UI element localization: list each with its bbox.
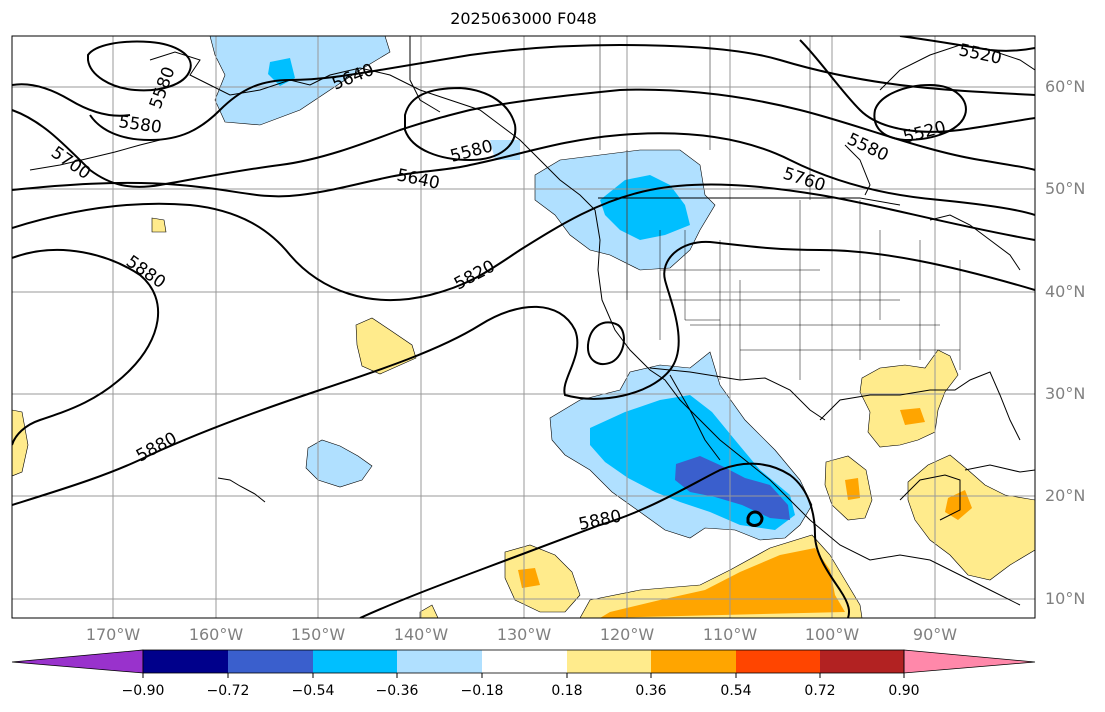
- lon-tick-label: 120°W: [599, 625, 655, 644]
- colorbar-bin: [397, 650, 482, 673]
- contour-5760: [12, 132, 1035, 216]
- lat-tick-label: 20°N: [1045, 486, 1086, 505]
- ak-border: [409, 36, 441, 113]
- colorbar-bin: [313, 650, 397, 673]
- great-lakes: [929, 214, 1021, 271]
- map-title: 2025063000 F048: [450, 9, 597, 28]
- caribbean-yellow-region: [907, 454, 1035, 581]
- height-contours: [12, 36, 1035, 618]
- dateline-yellow-patch: [12, 409, 29, 477]
- colorbar-tick-label: 0.36: [635, 683, 667, 699]
- map-frame: [11, 35, 1036, 619]
- gulf-yellow-region: [859, 349, 959, 448]
- epac-orange-south: [600, 548, 845, 618]
- coastlines: [29, 36, 1035, 606]
- colorbar-tick-label: 0.18: [551, 683, 583, 699]
- contour-5520-east: [873, 83, 967, 142]
- lon-tick-label: 130°W: [496, 625, 552, 644]
- colorbar-bin: [567, 650, 651, 673]
- small-yellow-bottom: [419, 604, 439, 618]
- colorbar-tick-label: −0.18: [460, 683, 504, 699]
- contour-5640: [89, 43, 1035, 142]
- caribbean-orange-core: [945, 490, 972, 520]
- lat-tick-label: 10°N: [1045, 589, 1086, 608]
- contour-5700: [12, 88, 1035, 188]
- small-yellow-patch: [151, 217, 167, 233]
- colorbar-extend-high: [903, 649, 1036, 674]
- lon-tick-label: 100°W: [804, 625, 860, 644]
- alaska-coast: [149, 51, 596, 211]
- colorbar-bin: [482, 650, 567, 673]
- lat-tick-label: 30°N: [1045, 384, 1086, 403]
- alaska-blue-core: [268, 58, 295, 86]
- contour-5520-ne: [899, 36, 1035, 52]
- contour-low-ca: [586, 321, 625, 365]
- yucatan: [899, 474, 961, 521]
- colorbar-tick-label: 0.54: [720, 683, 752, 699]
- contour-5820: [12, 183, 1035, 302]
- colorbar-bin: [651, 650, 736, 673]
- contour-5580-west: [12, 83, 131, 117]
- lon-tick-label: 90°W: [912, 625, 958, 644]
- baja: [669, 374, 721, 461]
- pnw-blue-core: [600, 175, 690, 240]
- lon-tick-label: 140°W: [393, 625, 449, 644]
- positive-anomaly-fill: [12, 217, 1035, 618]
- contour-5880-mid: [12, 240, 1035, 506]
- lat-tick-label: 60°N: [1045, 77, 1086, 96]
- central-america: [809, 519, 1021, 606]
- colorbar-bin: [228, 650, 313, 673]
- colorbar-tick-label: −0.90: [121, 683, 165, 699]
- mexico-blue-strong: [675, 456, 790, 520]
- hawaii: [217, 477, 266, 503]
- contour-5580-low: [404, 86, 517, 162]
- lat-tick-label: 40°N: [1045, 282, 1086, 301]
- colorbar-bin: [736, 650, 820, 673]
- pacific-blue-small: [305, 439, 373, 488]
- lon-tick-label: 170°W: [85, 625, 141, 644]
- us-west-coast: [594, 209, 811, 521]
- pacific-yellow-patch: [355, 317, 417, 375]
- contour-5580-east: [799, 39, 1035, 133]
- lon-tick-label: 150°W: [290, 625, 346, 644]
- us-mexico-border: [649, 367, 826, 421]
- lat-tick-label: 50°N: [1045, 179, 1086, 198]
- contour-label-group: 5520 5520 5580 5580 5580 5580 5640 5640 …: [47, 40, 1003, 535]
- lon-tick-label: 110°W: [702, 625, 758, 644]
- aleutians: [29, 139, 161, 171]
- contour-5880-west: [12, 248, 160, 446]
- us-canada-border: [598, 197, 901, 206]
- cuba: [964, 464, 1035, 473]
- contour-5880-south: [359, 462, 850, 618]
- contour-low-mx: [746, 510, 764, 527]
- contour-5520-west: [87, 40, 192, 92]
- colorbar-tick-label: 0.90: [888, 683, 920, 699]
- colorbar: [11, 649, 1036, 678]
- colorbar-bin: [820, 650, 904, 673]
- state-borders: [599, 36, 961, 380]
- gridlines: [12, 36, 1035, 618]
- colorbar-tick-label: −0.72: [206, 683, 250, 699]
- hudson-bay: [844, 144, 871, 196]
- gulf-orange-core: [900, 408, 925, 425]
- colorbar-tick-label: 0.72: [804, 683, 836, 699]
- mexico-orange-core: [845, 478, 860, 500]
- colorbar-tick-label: −0.54: [291, 683, 335, 699]
- colorbar-extend-low: [11, 649, 144, 674]
- colorbar-tick-label: −0.36: [375, 683, 419, 699]
- gulf-coast: [819, 371, 1021, 441]
- colorbar-bin: [143, 650, 228, 673]
- lon-tick-label: 160°W: [188, 625, 244, 644]
